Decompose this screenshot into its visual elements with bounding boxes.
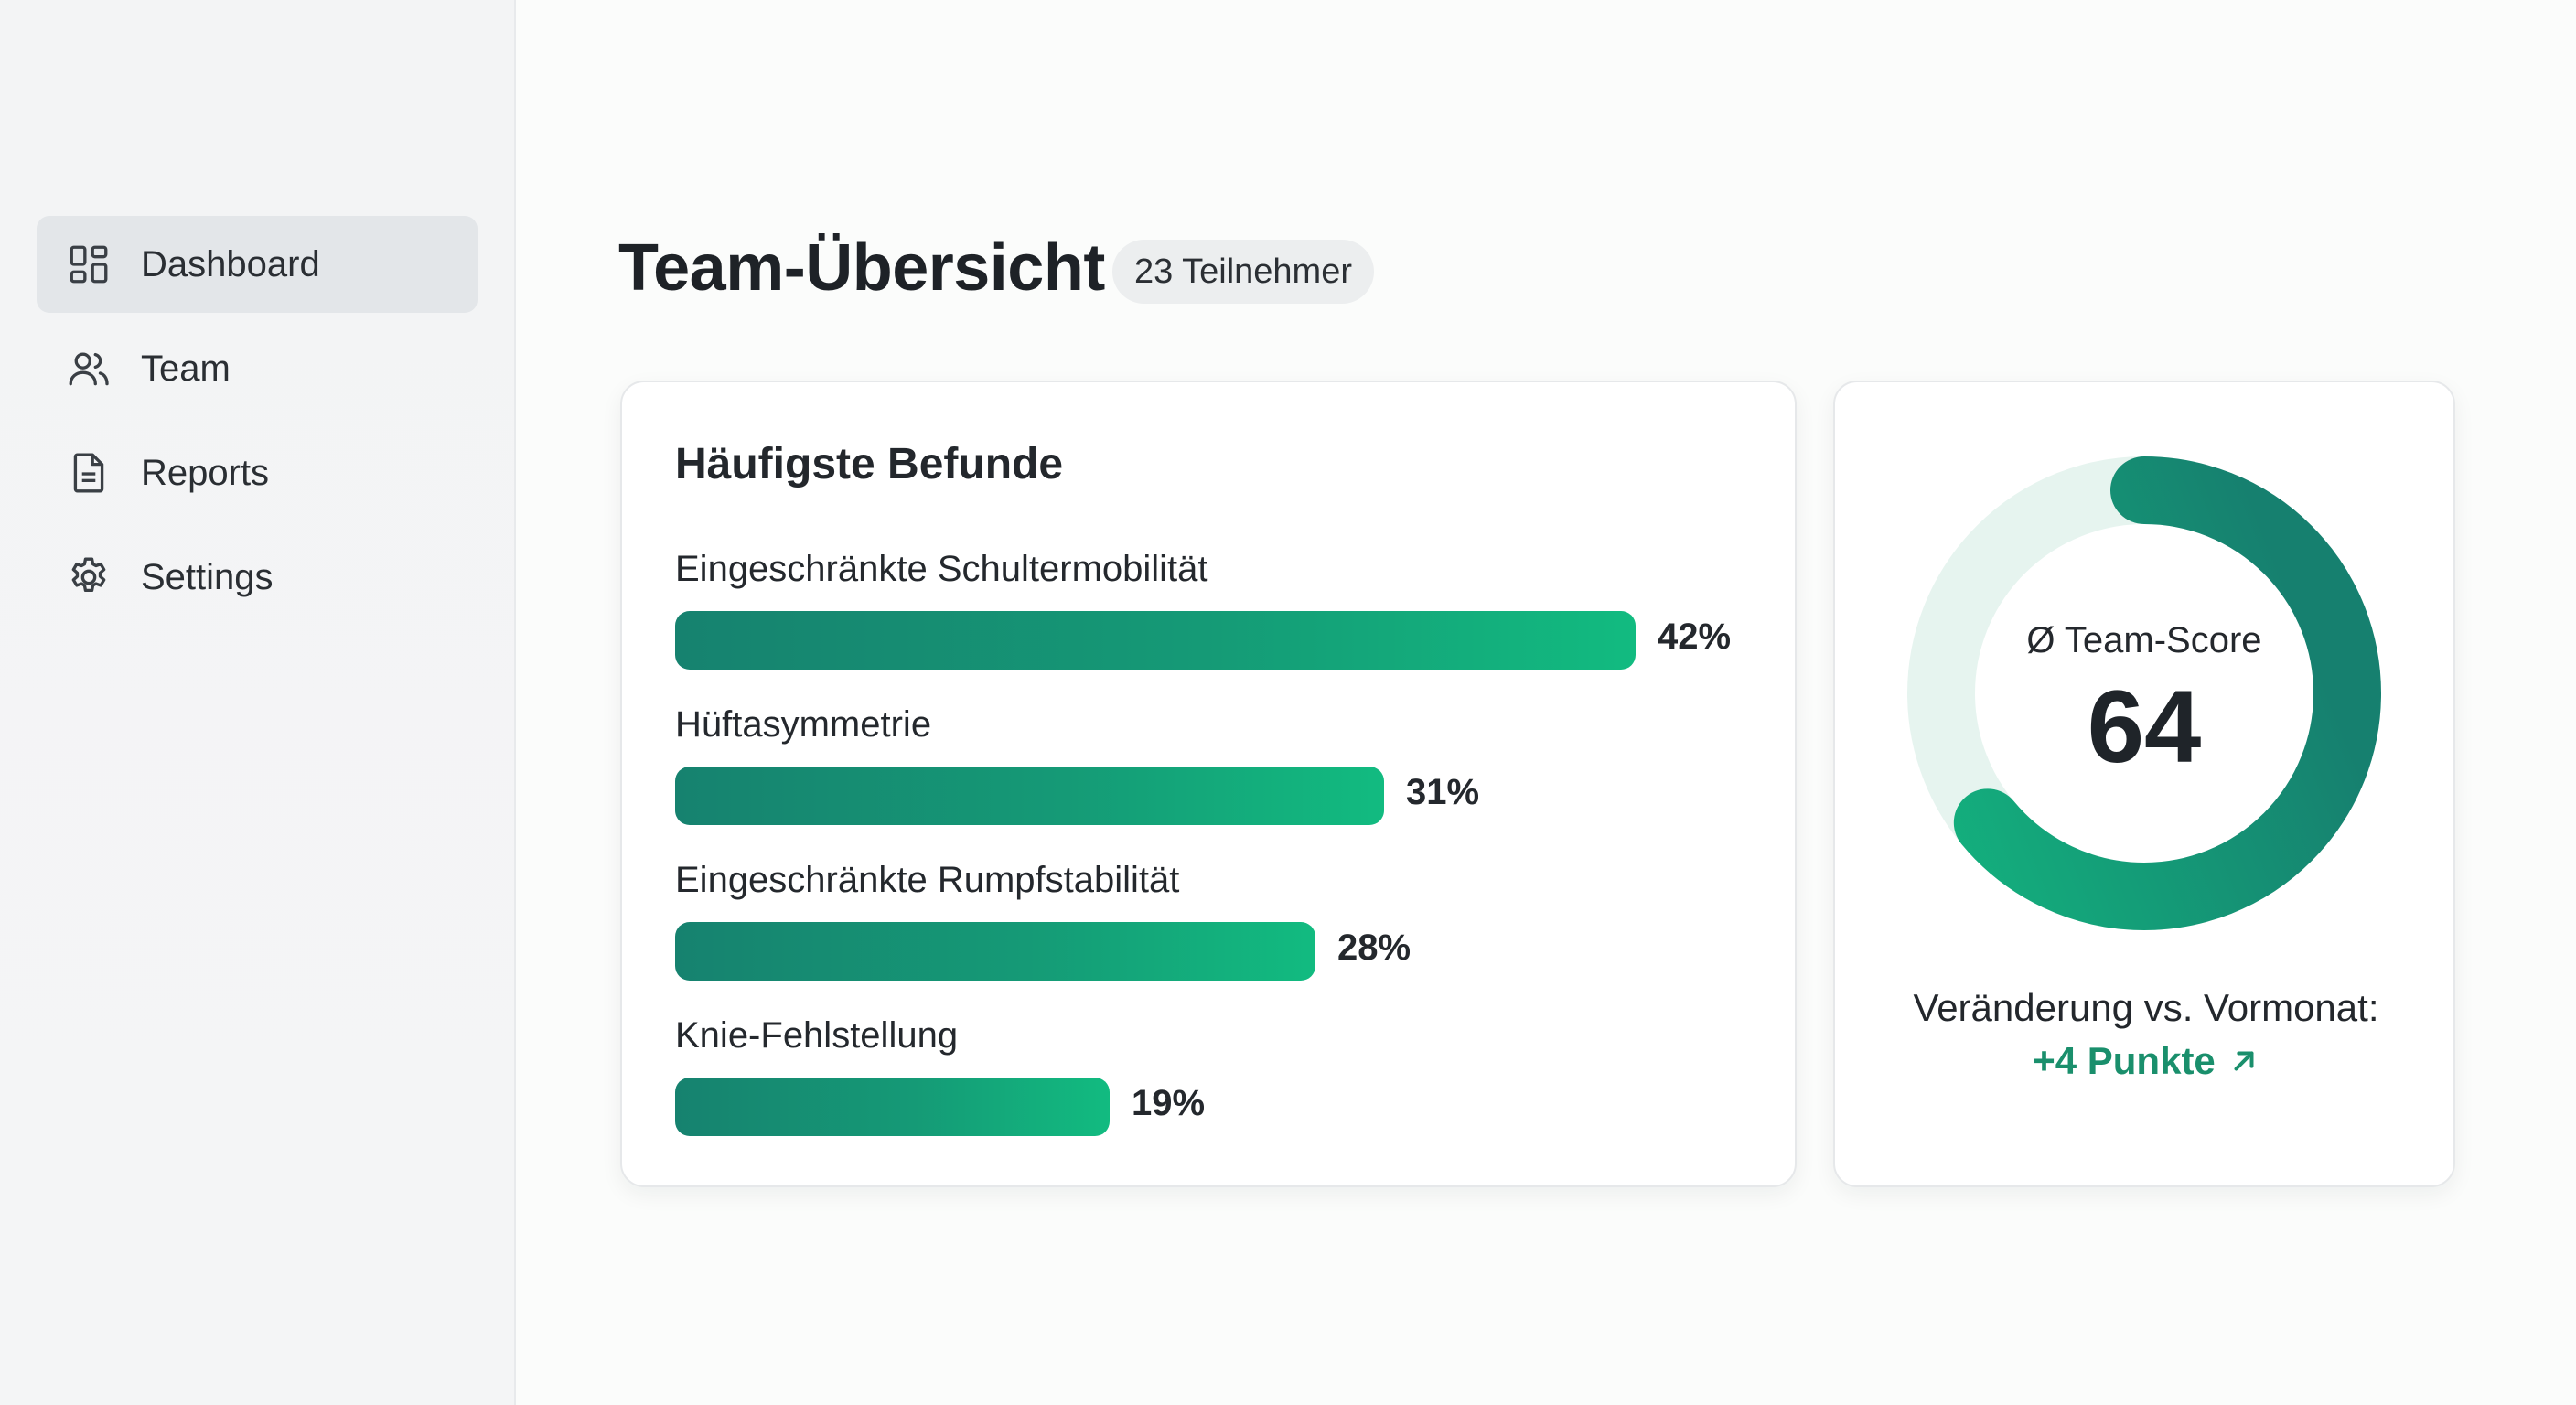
finding-row: Hüftasymmetrie 31% (675, 704, 1736, 842)
finding-label: Eingeschränkte Rumpfstabilität (675, 860, 1180, 900)
gear-icon (64, 552, 113, 602)
team-score-card: Ø Team-Score 64 Veränderung vs. Vormonat… (1833, 381, 2455, 1187)
sidebar-item-settings[interactable]: Settings (37, 529, 478, 626)
finding-row: Eingeschränkte Schultermobilität 42% (675, 549, 1736, 686)
sidebar-item-label: Settings (141, 556, 274, 597)
finding-value: 19% (1132, 1083, 1206, 1123)
sidebar: Dashboard Team Reports (0, 0, 516, 1405)
finding-row: Eingeschränkte Rumpfstabilität 28% (675, 860, 1736, 997)
score-ring-progress (1907, 456, 2381, 930)
sidebar-item-team[interactable]: Team (37, 320, 478, 417)
finding-bar (675, 767, 1384, 825)
score-donut-chart (1907, 456, 2381, 930)
sidebar-item-reports[interactable]: Reports (37, 424, 478, 521)
arrow-up-right-icon (2228, 1042, 2259, 1086)
findings-title: Häufigste Befunde (675, 440, 1064, 488)
score-donut: Ø Team-Score 64 (1906, 456, 2382, 931)
score-value: 64 (2087, 670, 2202, 784)
finding-label: Knie-Fehlstellung (675, 1015, 959, 1056)
sidebar-item-dashboard[interactable]: Dashboard (37, 216, 478, 313)
participant-count-badge: 23 Teilnehmer (1112, 240, 1375, 304)
finding-bar (675, 611, 1636, 670)
finding-value: 28% (1337, 928, 1411, 968)
finding-value: 31% (1406, 772, 1480, 812)
change-value: +4 Punkte (2033, 1039, 2216, 1082)
finding-label: Eingeschränkte Schultermobilität (675, 549, 1208, 589)
dashboard-grid-icon (64, 240, 113, 289)
users-icon (64, 344, 113, 393)
sidebar-item-label: Dashboard (141, 243, 320, 284)
findings-card: Häufigste Befunde Eingeschränkte Schulte… (620, 381, 1797, 1187)
finding-bar (675, 922, 1315, 981)
finding-value: 42% (1658, 617, 1732, 657)
page-title: Team-Übersicht (618, 231, 1105, 305)
change-value-row: +4 Punkte (1835, 1039, 2457, 1086)
sidebar-item-label: Reports (141, 452, 270, 493)
sidebar-item-label: Team (141, 348, 231, 389)
change-label: Veränderung vs. Vormonat: (1913, 986, 2379, 1029)
document-icon (64, 448, 113, 498)
finding-bar (675, 1078, 1110, 1136)
score-label: Ø Team-Score (2026, 620, 2262, 660)
finding-label: Hüftasymmetrie (675, 704, 932, 745)
finding-row: Knie-Fehlstellung 19% (675, 1015, 1736, 1153)
